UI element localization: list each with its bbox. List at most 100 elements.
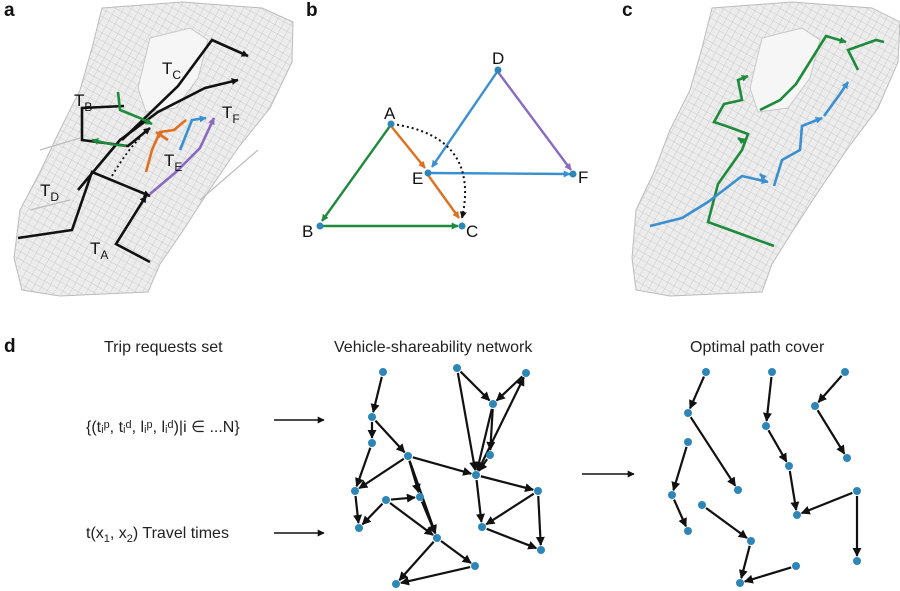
- node-e: [424, 169, 432, 177]
- panel-b: b A B C D E F: [302, 0, 588, 241]
- node-label-f: F: [578, 168, 588, 187]
- shareability-node: [471, 562, 479, 570]
- path-cover-node: [684, 438, 692, 446]
- path-cover-node: [698, 501, 706, 509]
- shareability-node: [472, 471, 480, 479]
- path-cover-node: [668, 491, 676, 499]
- path-cover-edge: [689, 416, 737, 487]
- shareability-edge: [358, 457, 405, 490]
- trip-labels-a: TC TB TF TE TD TA: [40, 59, 240, 262]
- trip-routes-a: [17, 38, 249, 264]
- shareability-nodes: [351, 364, 545, 588]
- route-blue-c: [649, 174, 769, 228]
- trip-te-orange-2: [155, 130, 169, 142]
- shareability-edge: [440, 540, 472, 564]
- header-trip-requests: Trip requests set: [104, 339, 223, 356]
- node-d: [494, 66, 502, 74]
- shareability-edge: [399, 566, 471, 586]
- path-cover-node: [768, 368, 776, 376]
- trip-tf-blue: [178, 115, 207, 151]
- shareability-edge: [412, 456, 473, 476]
- path-cover-edge: [689, 376, 705, 410]
- trip-tc-route: [77, 78, 239, 191]
- shareability-edge: [480, 475, 535, 493]
- path-cover-edge: [767, 429, 788, 463]
- shareability-node: [486, 451, 494, 459]
- node-b: [316, 222, 324, 230]
- path-cover-edge: [673, 499, 687, 528]
- travel-times-label: t(x1, x2) Travel times: [86, 525, 229, 545]
- path-cover-edge: [816, 409, 846, 455]
- shareability-node: [534, 487, 542, 495]
- shareability-edge: [477, 458, 489, 472]
- trip-label-tf: TF: [222, 103, 240, 126]
- shareability-edge: [486, 527, 538, 550]
- edge-e-f: [427, 170, 571, 178]
- route-green-c-3: [846, 38, 885, 71]
- shareability-edge: [456, 372, 479, 471]
- path-cover-edge: [800, 491, 853, 515]
- shareability-node: [368, 439, 376, 447]
- path-cover-node: [684, 527, 692, 535]
- path-cover-node: [785, 462, 793, 470]
- path-cover-edge: [671, 446, 688, 492]
- shareability-node: [453, 364, 461, 372]
- shareability-node: [489, 400, 497, 408]
- route-green-c-4: [737, 136, 746, 145]
- shareability-edge: [353, 495, 363, 524]
- edge-e-c: [427, 174, 460, 219]
- path-cover-node: [853, 557, 861, 565]
- shareability-edge: [389, 502, 434, 536]
- trip-label-tc: TC: [162, 59, 181, 82]
- cover-edges: [671, 375, 862, 584]
- trip-set-formula: {(tᵢᵖ, tᵢᵈ, lᵢᵖ, lᵢᵈ)|i ∈ ...N}: [86, 419, 240, 436]
- shareability-edge: [398, 541, 435, 581]
- shareability-node: [355, 524, 363, 532]
- shareability-node: [537, 546, 545, 554]
- path-cover-node: [747, 537, 755, 545]
- path-cover-node: [762, 422, 770, 430]
- header-shareability-network: Vehicle-shareability network: [334, 339, 533, 356]
- shareability-edge: [475, 479, 485, 523]
- path-cover-node: [841, 368, 849, 376]
- shareability-edge: [485, 492, 535, 526]
- shareability-node: [382, 496, 390, 504]
- trip-tb-route: [80, 104, 151, 148]
- shareability-edge: [390, 493, 416, 503]
- path-cover-node: [792, 562, 800, 570]
- shareability-edge: [535, 495, 545, 546]
- trip-label-td: TD: [40, 181, 59, 204]
- node-label-e: E: [412, 169, 423, 188]
- path-cover-node: [684, 409, 692, 417]
- route-blue-c-4: [759, 173, 767, 181]
- path-cover-node: [734, 486, 742, 494]
- panel-b-label: b: [306, 0, 318, 21]
- shareability-node: [478, 523, 486, 531]
- edge-a-b: [321, 125, 391, 222]
- central-park-c: [749, 27, 821, 113]
- header-path-cover: Optimal path cover: [690, 339, 825, 356]
- trip-tb-green-2: [91, 137, 127, 148]
- trip-dotted-link: [111, 137, 141, 177]
- path-cover-edge: [743, 566, 792, 584]
- path-cover-edge: [788, 470, 800, 511]
- shareability-edge: [474, 408, 493, 472]
- trip-label-ta: TA: [90, 239, 108, 262]
- edge-d-e: [431, 71, 498, 168]
- shareability-edge: [477, 376, 525, 471]
- node-label-b: B: [302, 222, 313, 241]
- trip-label-tb: TB: [74, 91, 92, 114]
- path-cover-node: [843, 454, 851, 462]
- shareability-node: [368, 413, 376, 421]
- panel-a-label: a: [4, 0, 15, 21]
- path-cover-edge: [705, 507, 748, 539]
- trip-td-route: [17, 170, 151, 240]
- shareability-edge: [459, 370, 491, 402]
- path-cover-edge: [817, 375, 843, 403]
- route-blue-c-2: [772, 116, 823, 187]
- panel-c: c: [622, 0, 900, 297]
- trip-tc-route-upper: [121, 38, 249, 141]
- node-label-c: C: [466, 222, 478, 241]
- central-park-a: [137, 27, 209, 113]
